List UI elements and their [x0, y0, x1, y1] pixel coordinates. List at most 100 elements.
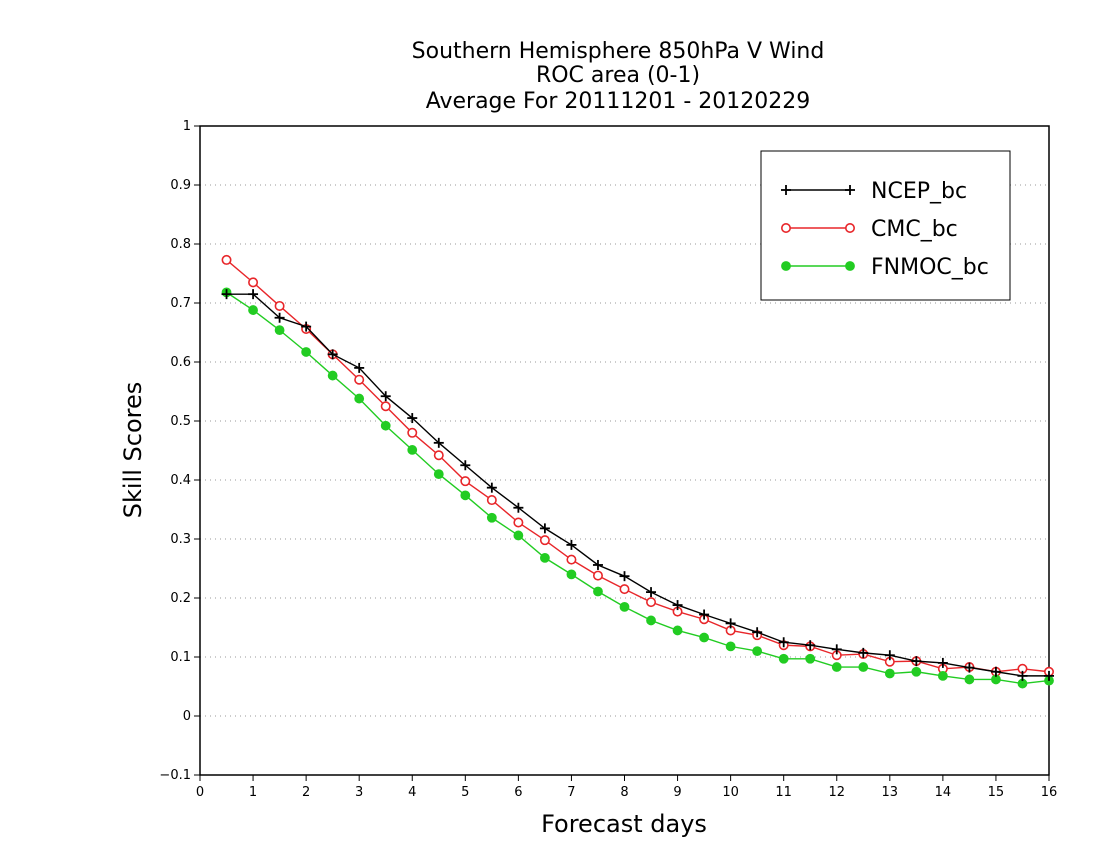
data-point-FNMOC_bc — [513, 530, 524, 541]
chart-title-line-1: Southern Hemisphere 850hPa V Wind — [412, 39, 825, 64]
data-point-CMC_bc — [592, 570, 603, 581]
x-tick-label: 10 — [722, 785, 739, 800]
y-tick-label: −0.1 — [159, 768, 191, 783]
x-tick-label: 4 — [408, 785, 416, 800]
y-tick-label: 0.6 — [170, 355, 191, 370]
data-point-NCEP_bc — [539, 523, 550, 534]
y-tick-label: 0.7 — [170, 296, 191, 311]
data-point-FNMOC_bc — [778, 653, 789, 664]
x-tick-label: 3 — [355, 785, 363, 800]
data-point-FNMOC_bc — [460, 490, 471, 501]
x-tick-label: 14 — [935, 785, 952, 800]
data-point-NCEP_bc — [831, 644, 842, 655]
data-point-NCEP_bc — [858, 647, 869, 658]
data-point-NCEP_bc — [592, 559, 603, 570]
data-point-NCEP_bc — [221, 289, 232, 300]
data-point-FNMOC_bc — [407, 445, 418, 455]
data-point-FNMOC_bc — [805, 653, 816, 664]
data-point-FNMOC_bc — [301, 347, 312, 357]
data-point-FNMOC_bc — [858, 662, 869, 672]
data-point-CMC_bc — [646, 597, 657, 608]
y-tick-label: 0.2 — [170, 591, 191, 606]
data-point-FNMOC_bc — [566, 569, 577, 580]
data-point-NCEP_bc — [964, 662, 975, 673]
data-point-CMC_bc — [433, 450, 444, 461]
legend-label-FNMOC_bc: FNMOC_bc — [871, 255, 989, 280]
data-point-FNMOC_bc — [593, 586, 603, 597]
data-point-NCEP_bc — [937, 657, 948, 668]
data-point-NCEP_bc — [805, 640, 816, 651]
y-tick-label: 0.1 — [170, 650, 191, 665]
data-point-FNMOC_bc — [486, 512, 497, 523]
data-point-CMC_bc — [380, 401, 391, 412]
data-point-FNMOC_bc — [699, 632, 709, 643]
data-point-CMC_bc — [539, 535, 550, 546]
series-line-CMC_bc — [226, 259, 1050, 673]
x-tick-label: 6 — [514, 785, 522, 800]
y-tick-label: 0.4 — [170, 473, 191, 488]
x-tick-label: 7 — [567, 785, 575, 800]
data-point-CMC_bc — [274, 300, 285, 311]
data-point-FNMOC_bc — [725, 641, 736, 652]
data-point-CMC_bc — [486, 495, 497, 506]
legend-box — [760, 150, 1011, 301]
data-point-FNMOC_bc — [619, 601, 630, 612]
data-point-FNMOC_bc — [964, 674, 975, 685]
data-point-FNMOC_bc — [248, 305, 258, 315]
series-line-FNMOC_bc — [226, 291, 1050, 685]
x-tick-label: 13 — [882, 785, 899, 800]
data-point-NCEP_bc — [672, 600, 683, 611]
series-layer — [221, 254, 1055, 689]
y-tick-label: 0.8 — [170, 237, 191, 252]
data-point-FNMOC_bc — [380, 420, 391, 431]
x-tick-label: 8 — [620, 785, 628, 800]
x-tick-label: 9 — [673, 785, 681, 800]
x-tick-label: 11 — [775, 785, 792, 800]
legend-marker-CMC_bc — [780, 223, 791, 234]
x-tick-label: 15 — [988, 785, 1005, 800]
data-point-NCEP_bc — [407, 413, 418, 424]
data-point-NCEP_bc — [248, 289, 259, 300]
y-tick-label: 1 — [183, 119, 191, 134]
legend-marker-NCEP_bc — [781, 185, 791, 195]
data-point-NCEP_bc — [990, 666, 1001, 677]
legend-marker-NCEP_bc — [845, 185, 855, 195]
data-point-NCEP_bc — [460, 460, 471, 471]
data-point-NCEP_bc — [911, 656, 922, 667]
data-point-NCEP_bc — [566, 539, 577, 550]
data-point-CMC_bc — [513, 517, 524, 528]
legend: NCEP_bc CMC_bc FNMOC_bc — [760, 150, 1011, 301]
data-point-NCEP_bc — [486, 482, 497, 493]
legend-label-CMC_bc: CMC_bc — [871, 217, 958, 242]
data-point-NCEP_bc — [433, 437, 444, 448]
data-point-CMC_bc — [619, 584, 630, 595]
data-point-FNMOC_bc — [327, 370, 338, 381]
data-point-CMC_bc — [407, 427, 418, 438]
data-point-FNMOC_bc — [672, 625, 683, 636]
x-tick-label: 16 — [1041, 785, 1058, 800]
data-point-NCEP_bc — [752, 627, 763, 638]
data-point-CMC_bc — [248, 277, 259, 288]
data-point-FNMOC_bc — [752, 646, 763, 656]
y-axis-title: Skill Scores — [119, 382, 147, 519]
data-point-FNMOC_bc — [831, 662, 842, 672]
data-point-CMC_bc — [460, 476, 471, 487]
data-point-FNMOC_bc — [354, 393, 365, 404]
data-point-NCEP_bc — [778, 637, 789, 648]
data-point-NCEP_bc — [646, 587, 657, 598]
data-point-NCEP_bc — [699, 609, 710, 620]
data-point-NCEP_bc — [1044, 670, 1054, 681]
y-tick-label: 0.9 — [170, 178, 191, 193]
data-point-NCEP_bc — [354, 362, 365, 373]
x-tick-label: 12 — [828, 785, 845, 800]
x-axis-title: Forecast days — [541, 810, 707, 838]
data-point-CMC_bc — [566, 554, 577, 565]
data-point-FNMOC_bc — [274, 325, 285, 336]
x-tick-label: 2 — [302, 785, 310, 800]
data-point-NCEP_bc — [884, 650, 895, 661]
x-tick-label: 1 — [249, 785, 257, 800]
legend-label-NCEP_bc: NCEP_bc — [871, 179, 967, 204]
axes-layer: −0.100.10.20.30.40.50.60.70.80.910 1 2 3 4 5 6… — [159, 119, 1057, 800]
data-point-FNMOC_bc — [540, 552, 550, 563]
